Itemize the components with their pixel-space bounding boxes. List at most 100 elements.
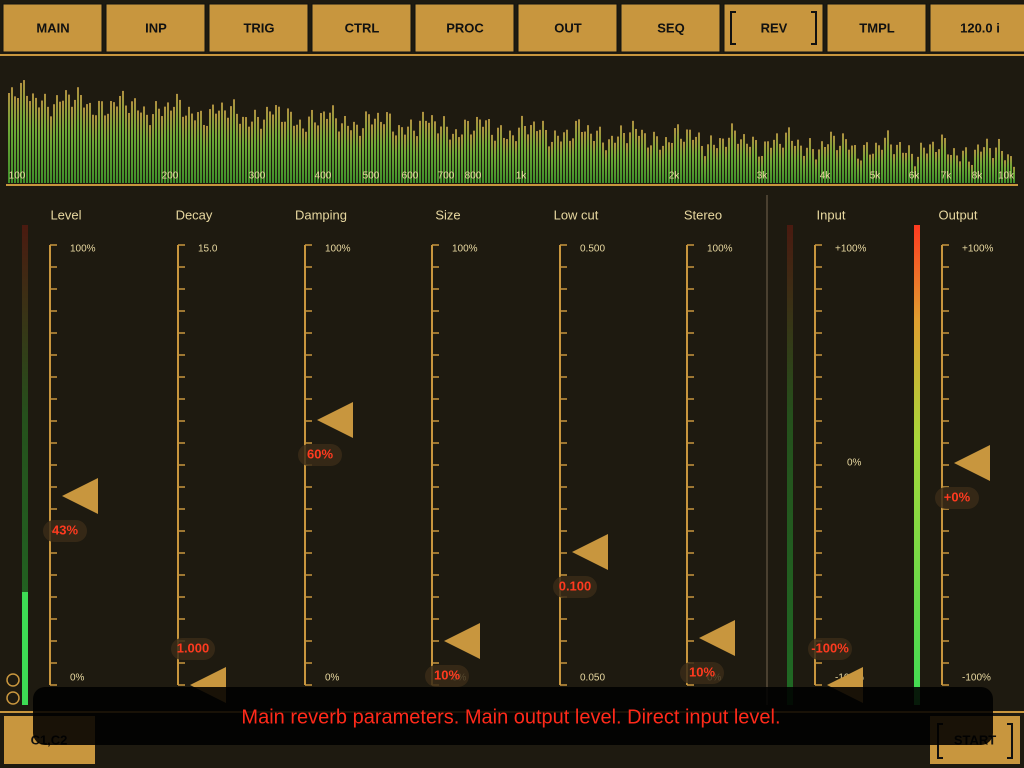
nav-button[interactable]: PROC — [414, 3, 515, 53]
spectrum-bar — [350, 130, 352, 183]
frequency-label: 600 — [402, 171, 419, 182]
spectrum-bar — [542, 120, 544, 183]
spectrum-bar — [926, 153, 928, 183]
spectrum-bar — [194, 120, 196, 183]
spectrum-bar — [11, 87, 13, 183]
button-bg — [2, 3, 103, 53]
slider[interactable]: Damping 100% 0% 60% — [295, 207, 353, 686]
value-label: 0.100 — [559, 578, 592, 593]
slider[interactable]: Low cut 0.500 0.050 0.100 — [553, 207, 608, 686]
spectrum-bar — [632, 120, 634, 183]
slider-handle — [954, 445, 990, 481]
spectrum-bar — [824, 146, 826, 183]
spectrum-bar — [200, 110, 202, 183]
slider-title: Input — [817, 207, 846, 222]
spectrum-bar — [524, 125, 526, 183]
spectrum-bar — [821, 141, 823, 183]
spectrum-bar — [23, 80, 25, 183]
spectrum-bar — [890, 144, 892, 183]
spectrum-bar — [44, 93, 46, 183]
nav-button[interactable]: OUT — [517, 3, 618, 53]
spectrum-bar — [287, 108, 289, 183]
slider[interactable]: Output+100%0%-100%+0% — [935, 207, 994, 686]
spectrum-bar — [626, 143, 628, 183]
frequency-label: 800 — [465, 171, 482, 182]
spectrum-bar — [791, 140, 793, 183]
slider[interactable]: Level 100% 0% 43% — [43, 207, 98, 686]
nav-button[interactable]: REV — [723, 3, 824, 53]
spectrum-bar — [26, 95, 28, 183]
spectrum-bar — [458, 137, 460, 183]
spectrum-bar — [32, 93, 34, 183]
button-label: TMPL — [859, 20, 894, 35]
spectrum-bar — [191, 113, 193, 183]
frequency-label: 8k — [972, 171, 984, 182]
value-pill — [808, 638, 852, 660]
spectrum-bar — [842, 133, 844, 183]
nav-button[interactable]: 120.0 i — [929, 3, 1024, 53]
spectrum-bar — [371, 124, 373, 183]
spectrum-bar — [782, 147, 784, 183]
meter — [22, 225, 28, 705]
value-pill — [298, 444, 342, 466]
spectrum-bar — [509, 130, 511, 183]
spectrum-bar — [974, 149, 976, 183]
spectrum-bar — [155, 101, 157, 183]
min-label: 0% — [70, 673, 85, 684]
slider-handle — [317, 402, 353, 438]
spectrum-bar — [548, 146, 550, 183]
spectrum-bar — [50, 116, 52, 183]
slider-handle — [444, 623, 480, 659]
spectrum-bar — [116, 106, 118, 183]
spectrum-bar — [878, 145, 880, 183]
spectrum-bar — [377, 112, 379, 183]
nav-button[interactable]: TMPL — [826, 3, 927, 53]
nav-button[interactable]: TRIG — [208, 3, 309, 53]
spectrum-bar — [248, 126, 250, 183]
spectrum-bar — [527, 134, 529, 183]
frequency-label: 4k — [820, 171, 832, 182]
spectrum-bar — [434, 121, 436, 183]
max-label: 100% — [452, 244, 478, 255]
spectrum-bar — [827, 144, 829, 183]
spectrum-bar — [224, 110, 226, 183]
spectrum-bar — [92, 114, 94, 183]
spectrum-bar — [941, 134, 943, 183]
spectrum-bar — [608, 139, 610, 183]
spectrum-bar — [305, 131, 307, 183]
spectrum-bar — [806, 147, 808, 183]
spectrum-bar — [887, 130, 889, 183]
spectrum-bar — [476, 116, 478, 183]
spectrum-bar — [131, 101, 133, 183]
spectrum-bar — [41, 100, 43, 183]
spectrum-bar — [335, 118, 337, 183]
spectrum-bar — [848, 149, 850, 183]
spectrum-bar — [587, 125, 589, 183]
spectrum-bar — [938, 149, 940, 183]
nav-button[interactable]: SEQ — [620, 3, 721, 53]
spectrum-bar — [662, 145, 664, 183]
spectrum-bar — [35, 97, 37, 183]
spectrum-bar — [53, 104, 55, 183]
spectrum-bar — [854, 145, 856, 183]
frequency-label: 700 — [438, 171, 455, 182]
spectrum-bar — [431, 115, 433, 183]
spectrum-bar — [578, 119, 580, 183]
spectrum-bar — [671, 142, 673, 183]
spectrum-bar — [875, 142, 877, 183]
nav-button[interactable]: INP — [105, 3, 206, 53]
spectrum-bar — [515, 141, 517, 183]
spectrum-bar — [218, 110, 220, 183]
frequency-label: 10k — [998, 171, 1015, 182]
nav-button[interactable]: MAIN — [2, 3, 103, 53]
button-label: TRIG — [243, 20, 274, 35]
spectrum-bar — [977, 144, 979, 183]
spectrum-bar — [290, 111, 292, 183]
spectrum-bar — [410, 119, 412, 183]
nav-button[interactable]: CTRL — [311, 3, 412, 53]
frequency-label: 300 — [249, 171, 266, 182]
value-label: 43% — [52, 522, 78, 537]
